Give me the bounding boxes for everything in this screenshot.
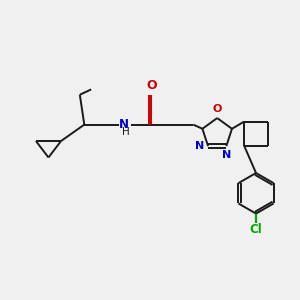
Text: N: N (195, 141, 204, 151)
Text: O: O (146, 80, 157, 92)
Text: H: H (122, 127, 129, 137)
Text: O: O (212, 104, 222, 115)
Text: N: N (119, 118, 129, 131)
Text: Cl: Cl (250, 223, 262, 236)
Text: N: N (222, 150, 232, 160)
